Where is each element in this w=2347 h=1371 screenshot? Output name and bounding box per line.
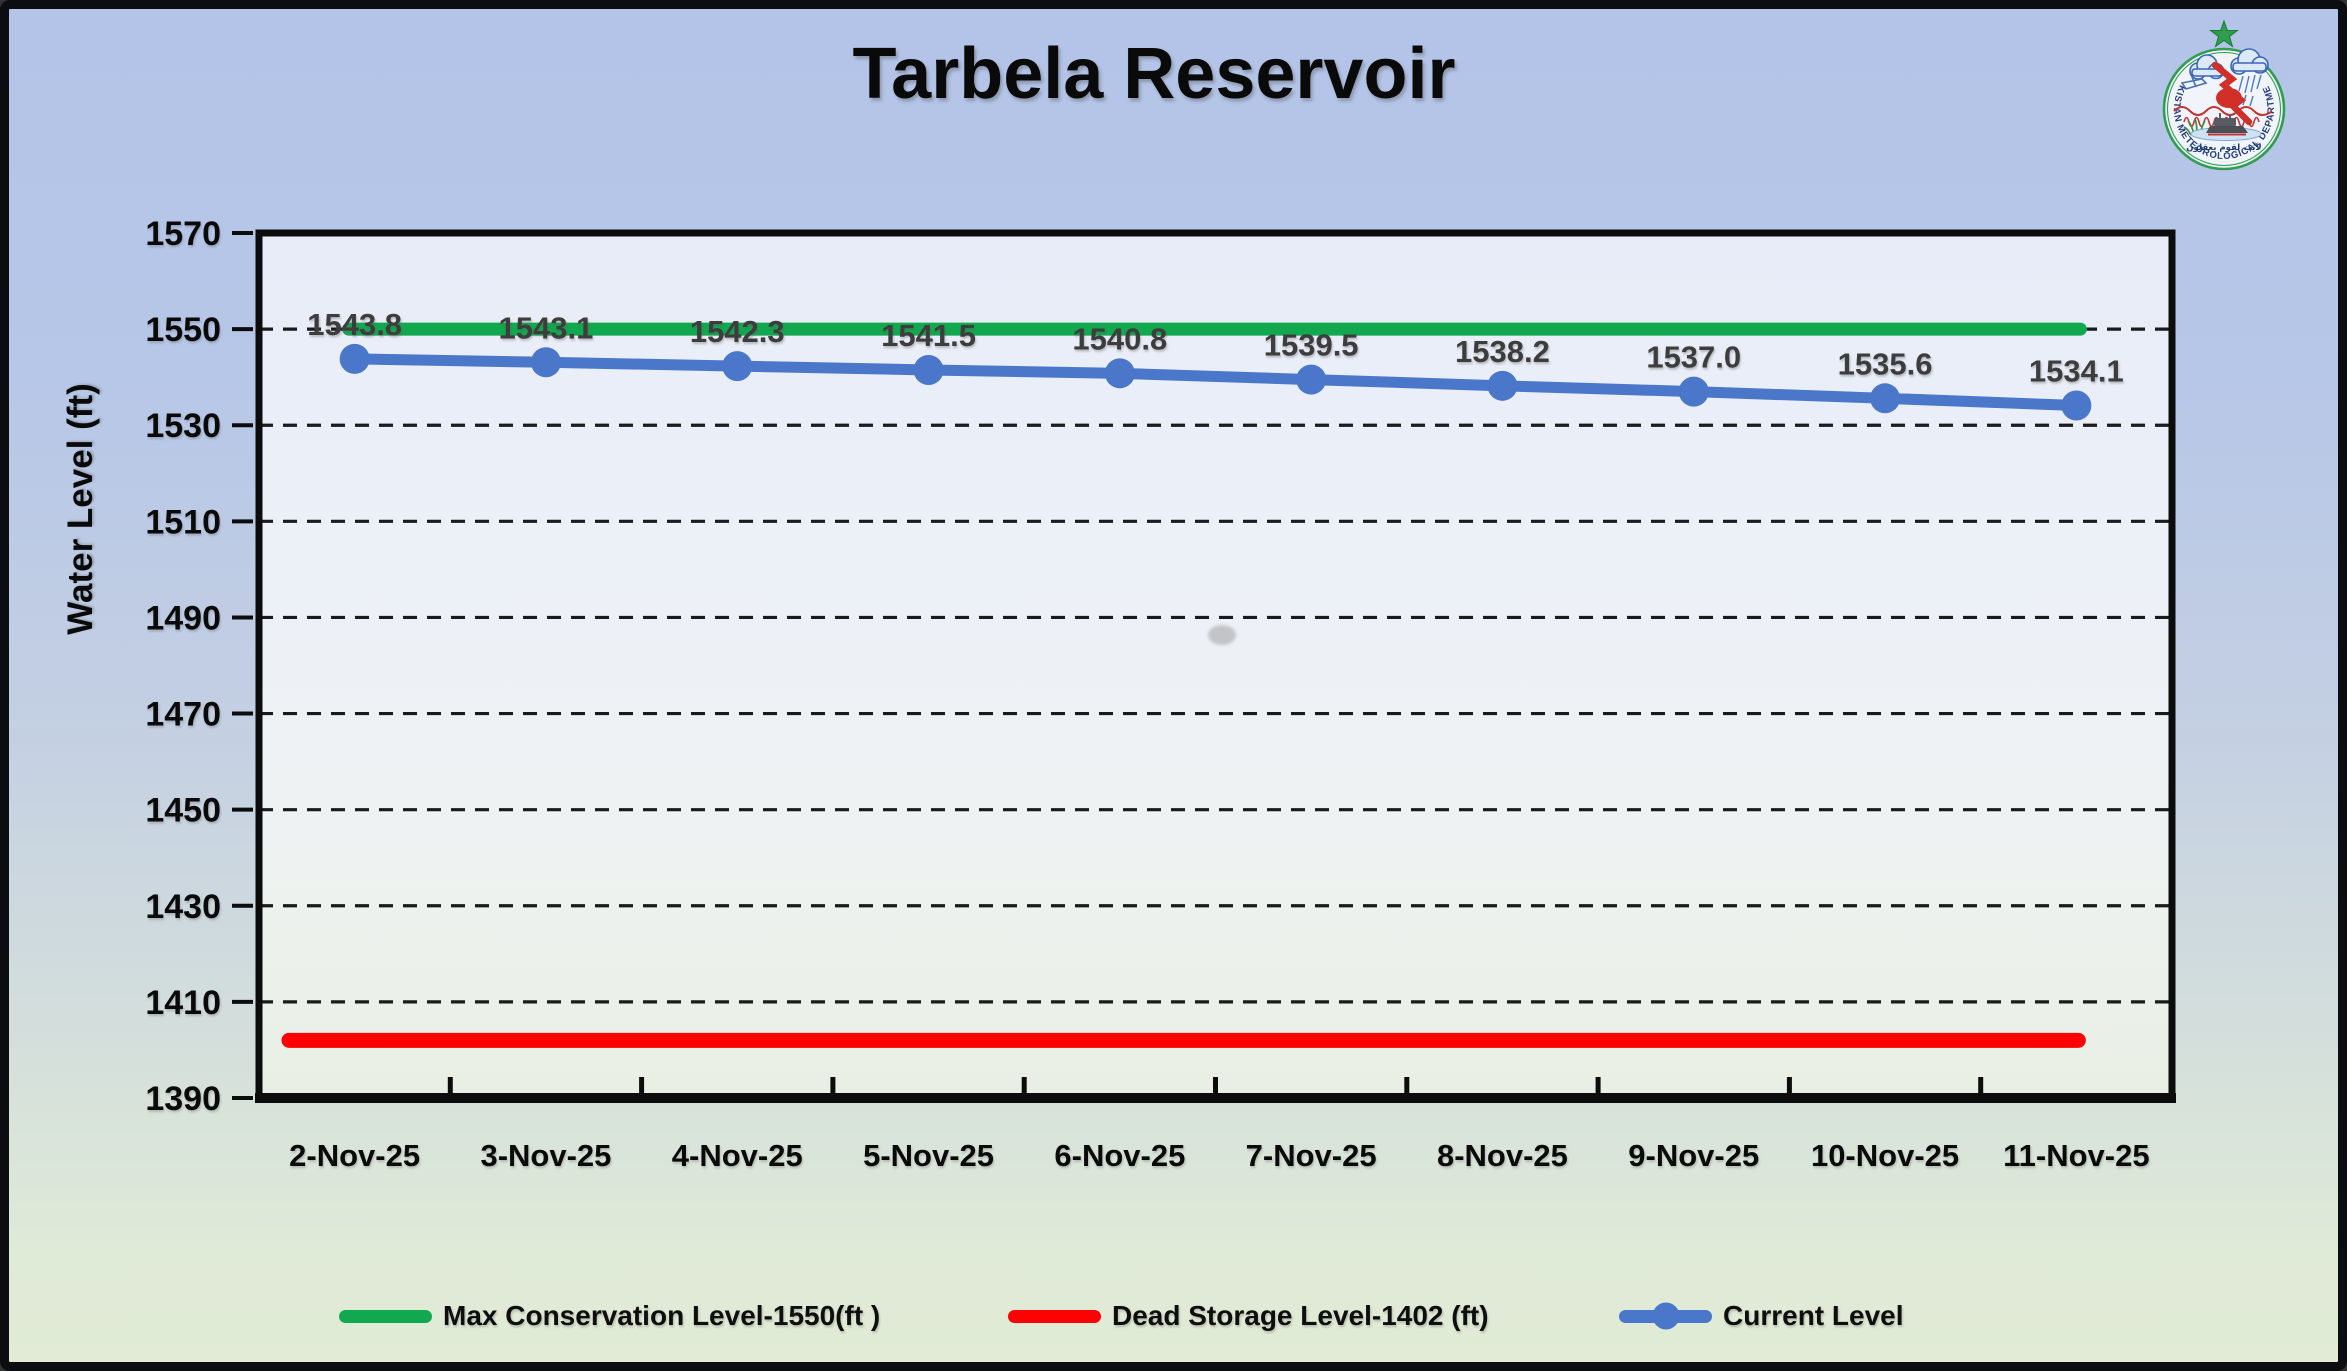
data-label: 1542.3 [690,314,785,349]
plane-icon [2180,76,2208,90]
data-label: 1534.1 [2029,354,2124,389]
y-tick-label: 1470 [145,696,221,734]
x-axis-label: 10-Nov-25 [1811,1138,1959,1173]
legend-item-max-conservation: Max Conservation Level-1550(ft ) [339,1297,880,1335]
legend-item-current-level: Current Level [1619,1297,1904,1335]
lightning-icon [2211,61,2253,126]
y-tick-label: 1570 [145,215,221,253]
data-label: 1543.1 [499,310,594,345]
x-axis-label: 8-Nov-25 [1437,1138,1568,1173]
data-point-marker [913,354,944,385]
data-label: 1543.8 [307,307,402,342]
legend-swatch-green-line [339,1309,432,1323]
data-point-marker [2061,390,2092,421]
y-tick-label: 1550 [145,311,221,349]
reservoir-level-chart: 1543.8 1543.1 1542.3 1541.5 1540.8 1539.5 1538… [145,215,2176,1173]
y-tick-label: 1510 [145,503,221,541]
rain-icon [2238,74,2262,107]
legend-label: Dead Storage Level-1402 (ft) [1112,1300,1489,1331]
x-axis-label: 2-Nov-25 [289,1138,420,1173]
data-label: 1538.2 [1455,334,1550,369]
cloud-icon [2189,48,2269,80]
data-point-marker [1678,376,1709,407]
data-point-marker [1487,370,1518,401]
data-point-marker [1870,383,1901,414]
seal-inner-ring [2166,51,2282,167]
x-axis-label: 7-Nov-25 [1246,1138,1377,1173]
data-label: 1540.8 [1072,321,1167,356]
x-axis-label: 4-Nov-25 [672,1138,803,1173]
x-axis-label: 5-Nov-25 [863,1138,994,1173]
x-axis-label: 3-Nov-25 [480,1138,611,1173]
data-label: 1541.5 [881,318,976,353]
x-axis-label: 9-Nov-25 [1628,1138,1759,1173]
smudge-artifact [1208,625,1236,645]
legend-label: Max Conservation Level-1550(ft ) [443,1300,881,1331]
legend-swatch-blue-line-marker [1619,1302,1712,1330]
data-point-marker [722,351,753,382]
y-tick-label: 1390 [145,1080,221,1118]
legend-label: Current Level [1723,1300,1904,1331]
x-axis-label: 6-Nov-25 [1054,1138,1185,1173]
seal-arabic-text: لآيٰت لقوم يعقلون [2186,142,2261,153]
y-tick-label: 1410 [145,984,221,1022]
y-tick-label: 1450 [145,792,221,830]
data-label: 1539.5 [1264,328,1359,363]
data-point-marker [339,343,370,374]
pmd-logo: PAKISTAN METEOROLOGICAL DEPARTMENT [2148,19,2286,171]
data-point-marker [1104,358,1135,389]
legend-item-dead-storage: Dead Storage Level-1402 (ft) [1008,1297,1489,1335]
ship-icon [2190,113,2262,141]
star-icon [2209,19,2239,48]
data-point-marker [530,347,561,378]
data-label: 1537.0 [1646,340,1741,375]
y-tick-label: 1430 [145,888,221,926]
legend-swatch-red-line [1008,1309,1101,1323]
x-axis-label: 11-Nov-25 [2003,1138,2149,1173]
current-level-line [349,353,2082,412]
data-label: 1535.6 [1838,346,1933,381]
y-tick-label: 1530 [145,407,221,445]
y-tick-label: 1490 [145,599,221,637]
legend-marker-dot [1652,1302,1679,1330]
page-title: Tarbela Reservoir [852,34,1456,114]
data-point-marker [1296,364,1327,395]
